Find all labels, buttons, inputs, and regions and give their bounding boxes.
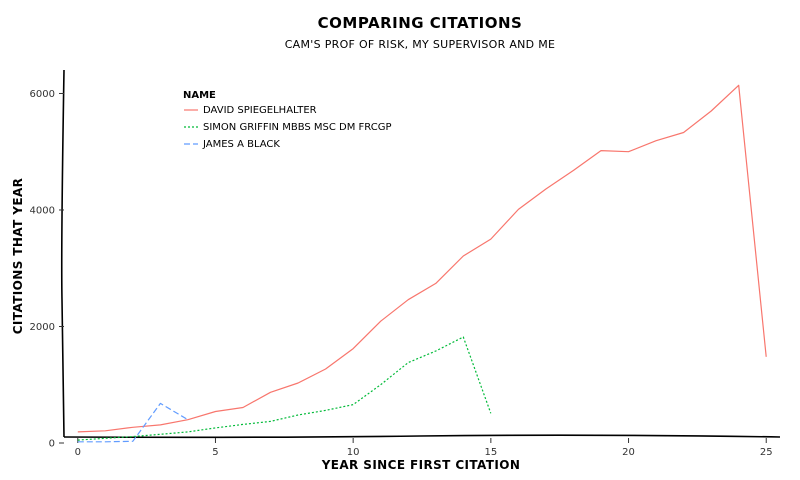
x-tick-label: 20 bbox=[622, 447, 635, 458]
y-tick-label: 2000 bbox=[30, 322, 55, 333]
y-tick-label: 6000 bbox=[30, 89, 55, 100]
legend-label-2: SIMON GRIFFIN MBBS MSC DM FRCGP bbox=[203, 122, 392, 133]
y-tick-label: 4000 bbox=[30, 205, 55, 216]
x-tick-label: 0 bbox=[75, 447, 81, 458]
x-axis-label: YEAR SINCE FIRST CITATION bbox=[321, 458, 521, 472]
x-tick-label: 5 bbox=[212, 447, 218, 458]
series-line-1 bbox=[77, 84, 767, 433]
legend: NAME DAVID SPIEGELHALTER SIMON GRIFFIN MB… bbox=[183, 90, 392, 150]
series-line-2 bbox=[77, 336, 492, 441]
x-tick-label: 25 bbox=[760, 447, 773, 458]
legend-title: NAME bbox=[183, 90, 216, 101]
series-line-3 bbox=[77, 402, 189, 443]
x-axis-line bbox=[63, 434, 781, 439]
series-lines bbox=[77, 84, 767, 443]
x-tick-label: 10 bbox=[347, 447, 360, 458]
y-axis-line bbox=[60, 69, 65, 438]
legend-label-1: DAVID SPIEGELHALTER bbox=[203, 105, 317, 116]
chart-subtitle: CAM'S PROF OF RISK, MY SUPERVISOR AND ME bbox=[285, 38, 556, 51]
x-tick-label: 15 bbox=[484, 447, 497, 458]
x-axis-ticks: 0 5 10 15 20 25 bbox=[75, 438, 773, 458]
y-tick-label: 0 bbox=[49, 439, 55, 450]
y-axis-ticks: 0 2000 4000 6000 bbox=[30, 89, 64, 450]
legend-label-3: JAMES A BLACK bbox=[202, 139, 280, 150]
chart-title: COMPARING CITATIONS bbox=[318, 14, 523, 32]
y-axis-label: CITATIONS THAT YEAR bbox=[11, 178, 25, 335]
